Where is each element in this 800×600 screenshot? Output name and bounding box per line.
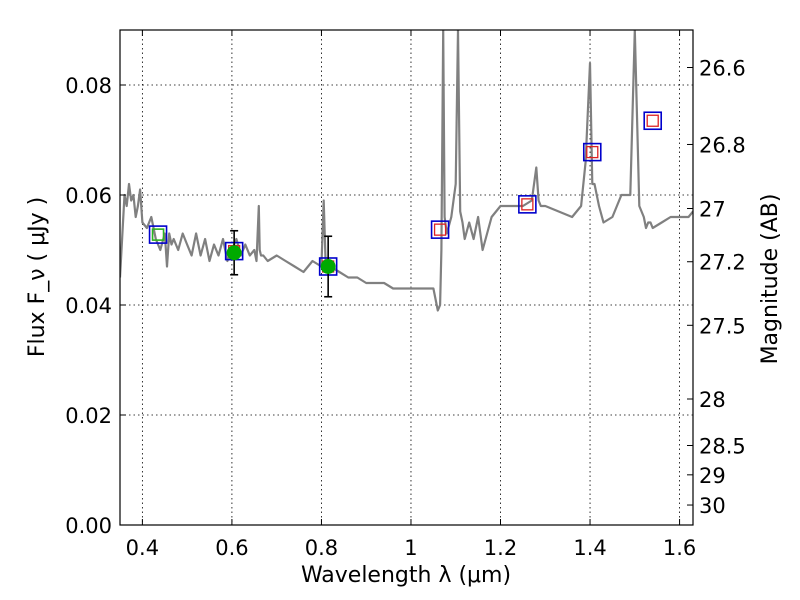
observed-point: [226, 245, 242, 261]
filter-square: [643, 111, 663, 131]
x-tick-label: 0.6: [215, 536, 248, 560]
filter-square: [582, 142, 602, 162]
y-tick-label: 0.06: [65, 184, 112, 208]
observed-point: [320, 259, 336, 274]
x-tick-label: 1.6: [663, 536, 696, 560]
y-axis-label: Flux F_ν ( μJy ): [25, 197, 50, 357]
y-tick-label: 0.04: [65, 294, 112, 318]
y-right-tick-label: 29: [699, 464, 726, 488]
model-square: [586, 145, 599, 159]
spectrum-line: [120, 30, 693, 312]
x-tick-label: 1.4: [573, 536, 606, 560]
filter-square: [518, 195, 537, 214]
y-tick-label: 0.02: [65, 404, 112, 428]
filter-square: [148, 225, 168, 244]
y-right-tick-label: 28.5: [699, 434, 746, 458]
model-square: [646, 114, 659, 127]
y-right-tick-label: 28: [699, 388, 726, 412]
y-right-tick-label: 27.5: [699, 314, 746, 338]
y-right-tick-label: 30: [699, 494, 726, 518]
x-axis-label: Wavelength λ (μm): [301, 563, 511, 588]
y-tick-label: 0.08: [65, 74, 112, 98]
x-tick-label: 1.2: [484, 536, 517, 560]
model-square: [433, 223, 447, 236]
filter-square: [430, 220, 450, 239]
y-tick-label: 0.00: [65, 514, 112, 538]
y-axis-right-label: Magnitude (AB): [758, 194, 783, 365]
plot-frame: [119, 29, 694, 526]
ticks: 0.4 0.6 0.8 1 1.2 1.4 1.6 0.00 0.02 0.04 0.06 0.08 2…: [65, 30, 746, 560]
x-tick-label: 1: [404, 536, 417, 560]
y-right-tick-label: 26.6: [699, 57, 746, 81]
model-square: [521, 198, 534, 211]
y-right-tick-label: 27: [699, 197, 726, 221]
x-tick-label: 0.4: [126, 536, 159, 560]
x-tick-label: 0.8: [305, 536, 338, 560]
y-right-tick-label: 26.8: [699, 133, 746, 157]
y-right-tick-label: 27.2: [699, 251, 746, 275]
plot-series: [120, 30, 693, 312]
observed-open-marker: [151, 228, 165, 241]
grid: [120, 30, 693, 526]
